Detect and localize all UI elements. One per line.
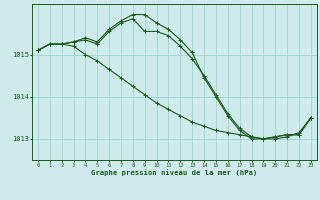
X-axis label: Graphe pression niveau de la mer (hPa): Graphe pression niveau de la mer (hPa) xyxy=(91,169,258,176)
